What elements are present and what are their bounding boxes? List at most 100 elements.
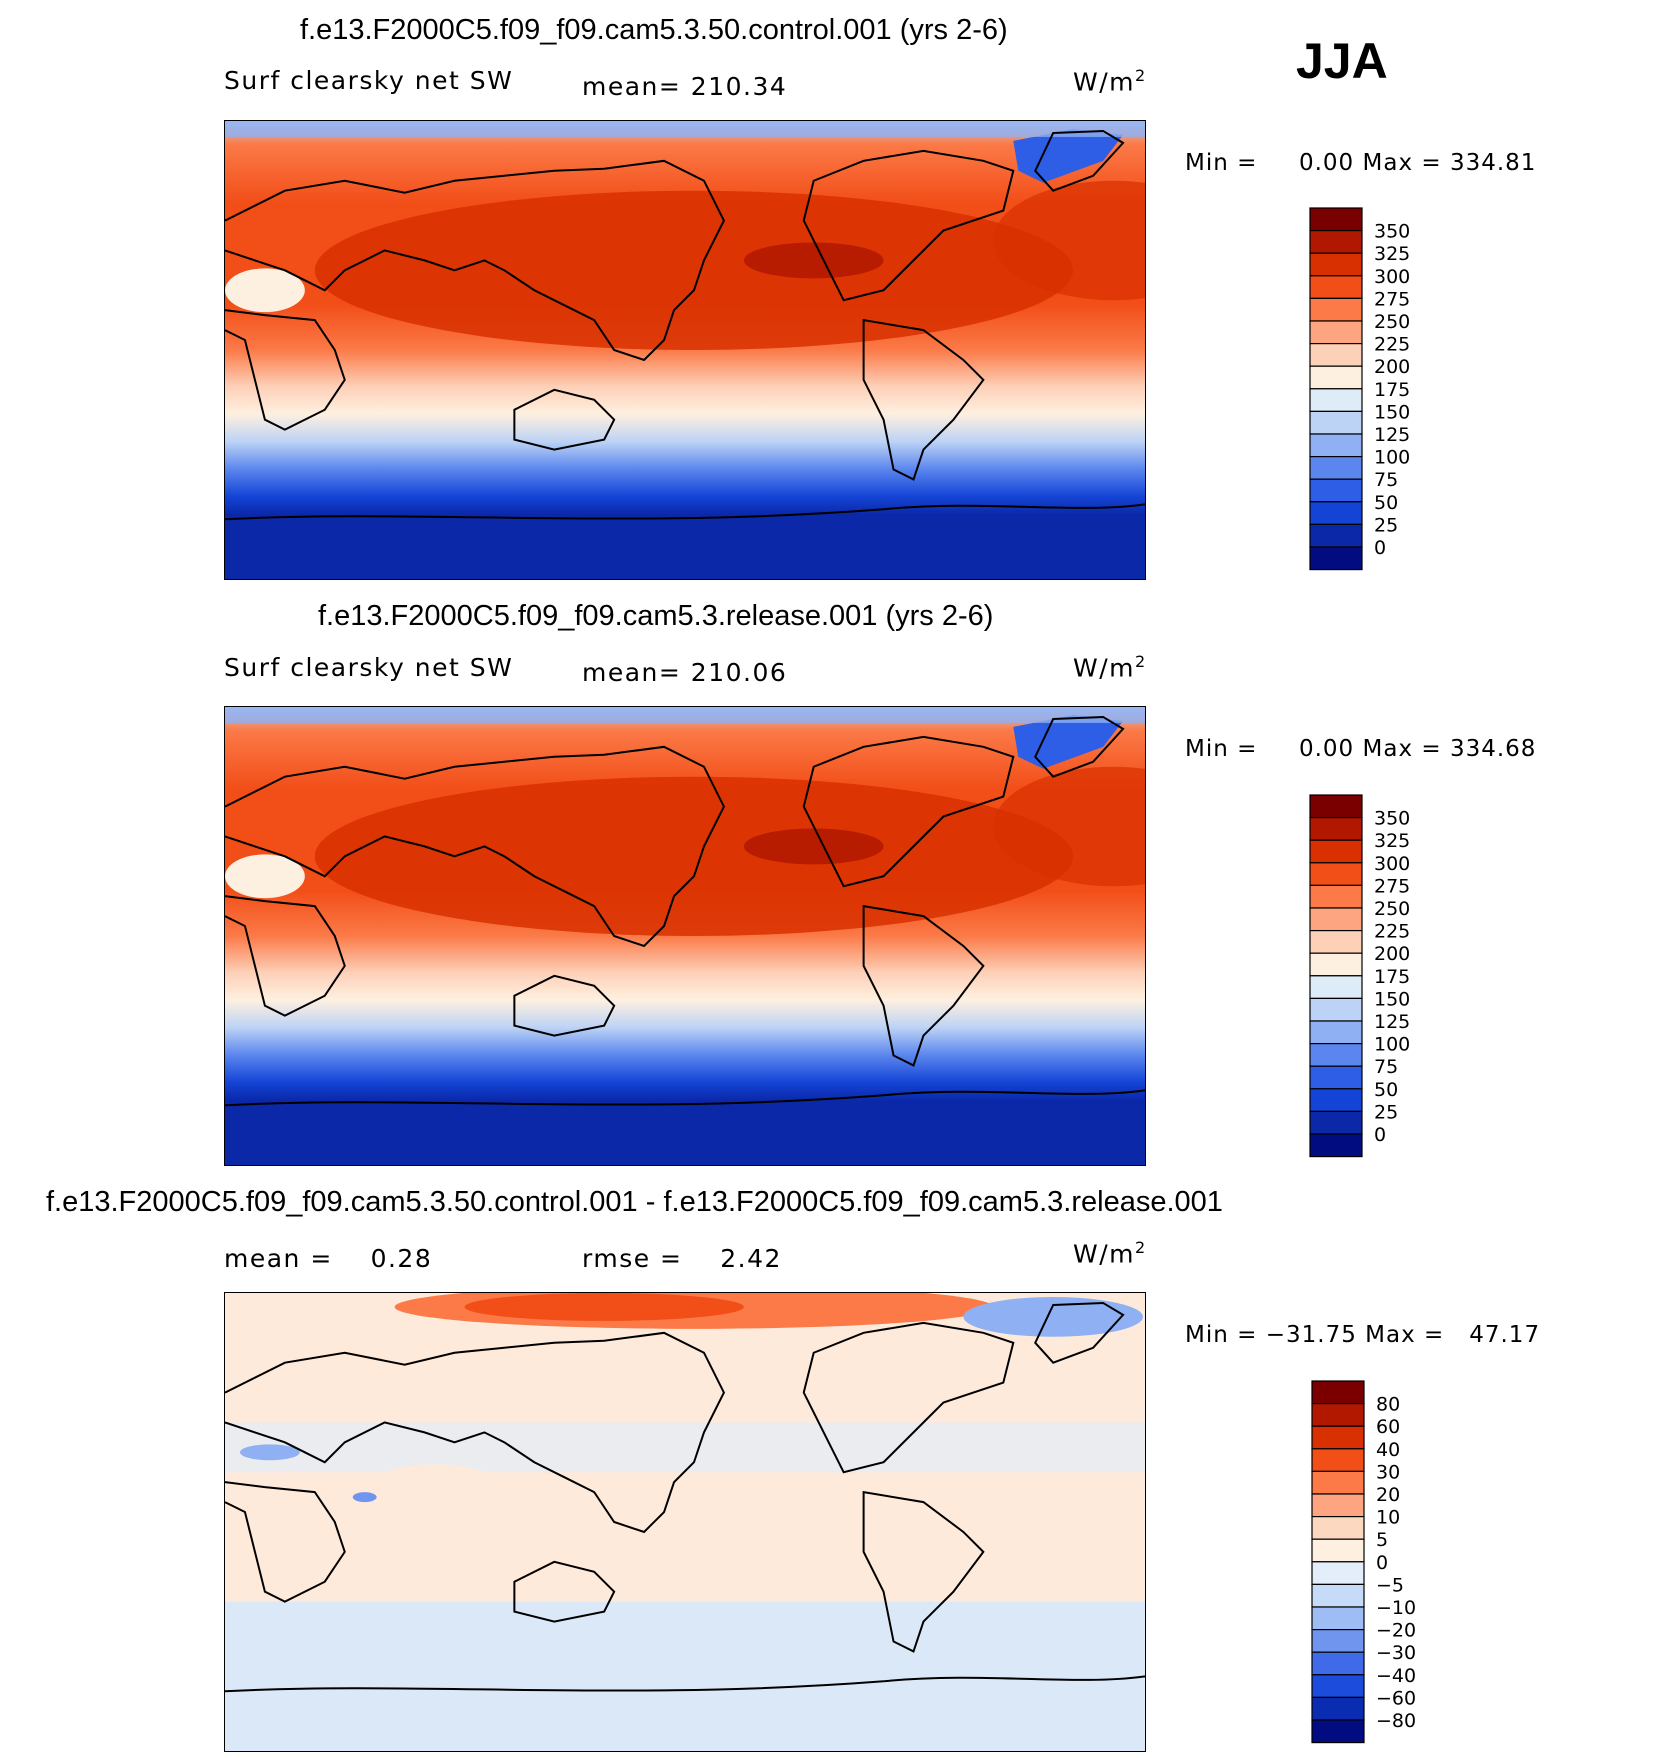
colorbar-tick-label: 150 bbox=[1374, 401, 1410, 423]
colorbar-tick-label: 325 bbox=[1374, 830, 1410, 852]
colorbar-swatch bbox=[1311, 1538, 1365, 1563]
colorbar-swatch bbox=[1311, 1470, 1365, 1495]
panel-2-minmax: Min = 0.00 Max = 334.68 bbox=[1185, 736, 1537, 762]
season-label: JJA bbox=[1296, 33, 1388, 89]
colorbar-swatch bbox=[1309, 1133, 1363, 1158]
colorbar-tick-label: −10 bbox=[1376, 1597, 1416, 1619]
colorbar-tick-label: 25 bbox=[1374, 1101, 1398, 1123]
colorbar-tick-label: 60 bbox=[1376, 1416, 1400, 1438]
colorbar-tick-label: 100 bbox=[1374, 447, 1410, 469]
colorbar-swatch bbox=[1309, 501, 1363, 525]
colorbar-swatch bbox=[1309, 365, 1363, 390]
colorbar-tick-label: 0 bbox=[1374, 1124, 1386, 1146]
colorbar-swatch bbox=[1309, 862, 1363, 887]
colorbar-swatch bbox=[1309, 275, 1363, 300]
colorbar-tick-label: 325 bbox=[1374, 243, 1410, 265]
colorbar-tick-label: 50 bbox=[1374, 1079, 1398, 1101]
colorbar-tick-label: 10 bbox=[1376, 1507, 1400, 1529]
colorbar-swatch bbox=[1309, 388, 1363, 413]
colorbar-swatch bbox=[1309, 975, 1363, 1000]
panel-1-units: W/m2 bbox=[1073, 66, 1147, 97]
colorbar-swatch bbox=[1311, 1606, 1365, 1631]
colorbar-swatch bbox=[1311, 1516, 1365, 1540]
colorbar-tick-label: 200 bbox=[1374, 356, 1410, 378]
colorbar-tick-label: 350 bbox=[1374, 221, 1410, 243]
panel-3-title: f.e13.F2000C5.f09_f09.cam5.3.50.control.… bbox=[46, 1186, 1223, 1218]
colorbar-tick-label: 50 bbox=[1374, 492, 1398, 514]
colorbar-tick-label: 80 bbox=[1376, 1394, 1400, 1416]
colorbar-swatch bbox=[1309, 252, 1363, 277]
colorbar-tick-label: −5 bbox=[1376, 1574, 1404, 1596]
colorbar-swatch bbox=[1309, 433, 1363, 458]
colorbar-swatch bbox=[1311, 1629, 1365, 1653]
colorbar-swatch bbox=[1309, 794, 1363, 819]
colorbar-swatch bbox=[1309, 997, 1363, 1022]
colorbar-swatch bbox=[1309, 1110, 1363, 1135]
colorbar-tick-label: 300 bbox=[1374, 266, 1410, 288]
colorbar-tick-label: 30 bbox=[1376, 1461, 1400, 1483]
colorbar-swatch bbox=[1311, 1448, 1365, 1473]
colorbar-swatch bbox=[1311, 1425, 1365, 1450]
panel-1-colorbar: 350 325 300 275 250 225 200 175 150 125 100 75 50 25 0 bbox=[1309, 207, 1440, 574]
colorbar-swatch bbox=[1309, 546, 1363, 571]
colorbar-tick-label: 250 bbox=[1374, 311, 1410, 333]
panel-3-minmax: Min = −31.75 Max = 47.17 bbox=[1185, 1322, 1541, 1348]
colorbar-tick-label: 40 bbox=[1376, 1439, 1400, 1461]
colorbar-swatch bbox=[1309, 410, 1363, 435]
colorbar-swatch bbox=[1309, 817, 1363, 841]
panel-2-title: f.e13.F2000C5.f09_f09.cam5.3.release.001… bbox=[318, 600, 994, 632]
colorbar-tick-label: −80 bbox=[1376, 1710, 1416, 1732]
colorbar-swatch bbox=[1309, 343, 1363, 367]
colorbar-tick-label: −30 bbox=[1376, 1642, 1416, 1664]
panel-1-map bbox=[224, 120, 1146, 580]
colorbar-swatch bbox=[1311, 1583, 1365, 1608]
colorbar-tick-label: 0 bbox=[1374, 537, 1386, 559]
colorbar-tick-label: 75 bbox=[1374, 469, 1398, 491]
colorbar-swatch bbox=[1309, 1088, 1363, 1112]
panel-2-map bbox=[224, 706, 1146, 1166]
panel-1-mean-label: mean= 210.34 bbox=[582, 72, 788, 101]
colorbar-swatch bbox=[1311, 1403, 1365, 1427]
panel-1-title: f.e13.F2000C5.f09_f09.cam5.3.50.control.… bbox=[300, 14, 1008, 46]
colorbar-tick-label: 275 bbox=[1374, 288, 1410, 310]
colorbar-swatch bbox=[1309, 207, 1363, 232]
colorbar-swatch bbox=[1309, 1020, 1363, 1045]
colorbar-tick-label: 75 bbox=[1374, 1056, 1398, 1078]
colorbar-tick-label: −40 bbox=[1376, 1665, 1416, 1687]
panel-3-map-field bbox=[225, 1293, 1145, 1751]
colorbar-swatch bbox=[1309, 884, 1363, 909]
panel-2-map-field bbox=[225, 707, 1145, 1165]
colorbar-tick-label: 250 bbox=[1374, 898, 1410, 920]
colorbar-tick-label: 5 bbox=[1376, 1529, 1388, 1551]
panel-3-colorbar: 80 60 40 30 20 10 5 0 −5 −10 −20 −30 −40 −60 −80 bbox=[1311, 1380, 1442, 1747]
colorbar-tick-label: 0 bbox=[1376, 1552, 1388, 1574]
colorbar-tick-label: 175 bbox=[1374, 966, 1410, 988]
colorbar-swatch bbox=[1309, 1043, 1363, 1067]
colorbar-tick-label: −60 bbox=[1376, 1687, 1416, 1709]
colorbar-tick-label: 225 bbox=[1374, 921, 1410, 943]
panel-2-mean-label: mean= 210.06 bbox=[582, 658, 788, 687]
panel-3-map bbox=[224, 1292, 1146, 1752]
colorbar-swatch bbox=[1309, 478, 1363, 503]
panel-1-map-field bbox=[225, 121, 1145, 579]
colorbar-tick-label: 275 bbox=[1374, 875, 1410, 897]
colorbar-tick-label: −20 bbox=[1376, 1620, 1416, 1642]
colorbar-tick-label: 175 bbox=[1374, 379, 1410, 401]
colorbar-tick-label: 350 bbox=[1374, 808, 1410, 830]
panel-1-minmax: Min = 0.00 Max = 334.81 bbox=[1185, 150, 1537, 176]
panel-2-units: W/m2 bbox=[1073, 652, 1147, 683]
colorbar-swatch bbox=[1309, 297, 1363, 322]
colorbar-swatch bbox=[1309, 907, 1363, 932]
colorbar-tick-label: 125 bbox=[1374, 424, 1410, 446]
colorbar-swatch bbox=[1309, 1065, 1363, 1090]
colorbar-swatch bbox=[1309, 952, 1363, 977]
panel-1-variable-label: Surf clearsky net SW bbox=[224, 66, 514, 95]
colorbar-swatch bbox=[1311, 1561, 1365, 1586]
colorbar-tick-label: 100 bbox=[1374, 1034, 1410, 1056]
colorbar-swatch bbox=[1311, 1651, 1365, 1676]
colorbar-tick-label: 200 bbox=[1374, 943, 1410, 965]
colorbar-tick-label: 225 bbox=[1374, 334, 1410, 356]
